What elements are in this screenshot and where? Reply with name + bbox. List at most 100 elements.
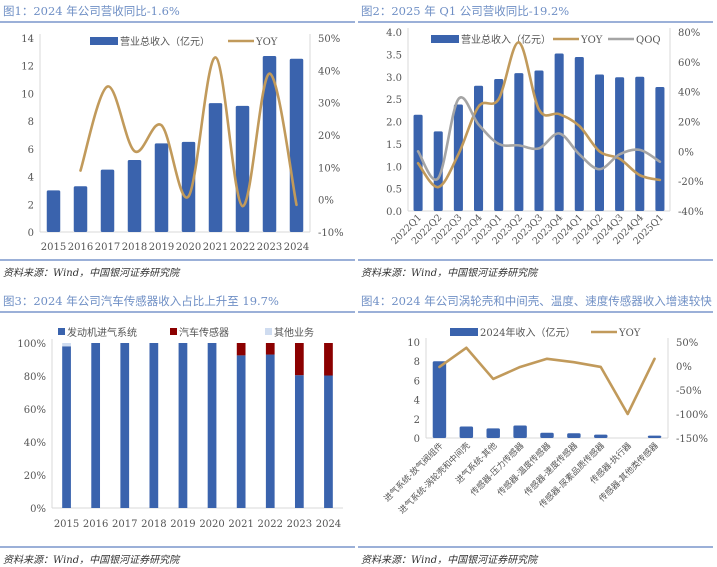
- legend-label: YOY: [618, 328, 641, 339]
- bar: [73, 186, 88, 232]
- chart-title: 图1：2024 年公司营收同比-1.6%: [3, 4, 180, 18]
- x-tick-label: 2022: [230, 242, 255, 253]
- x-tick-label: 2015: [54, 519, 79, 530]
- x-tick-label: 2023: [257, 242, 282, 253]
- y-tick-label: 12: [21, 62, 34, 73]
- bar-segment-1: [324, 375, 333, 508]
- bar-segment-1: [236, 355, 246, 508]
- y-tick-label: 80%: [24, 372, 46, 383]
- chart-panel-2: 图2：2025 年 Q1 公司营收同比-19.2% 0.0 0.5 1.0 1.5 2.…: [358, 0, 713, 280]
- source-note: 资料来源：Wind，中国银河证券研究院: [361, 268, 538, 279]
- y-tick-label: 6: [28, 145, 34, 156]
- y2-tick-label: 50%: [676, 338, 698, 349]
- x-tick-label: 2020: [199, 519, 224, 530]
- divider: [0, 311, 355, 313]
- bar: [534, 70, 544, 211]
- bar-segment-2: [324, 343, 333, 376]
- bar: [453, 104, 463, 211]
- y2-tick-label: 60%: [678, 58, 700, 69]
- bar-segment-1: [265, 354, 275, 508]
- y-tick-label: 3.5: [386, 50, 402, 61]
- bar: [615, 77, 625, 211]
- legend-swatch: [265, 328, 272, 335]
- y2-tick-label: -150%: [676, 434, 708, 445]
- y-tick-label: 14: [21, 34, 34, 45]
- bar: [459, 426, 474, 438]
- bar-segment-2: [265, 343, 275, 355]
- chart-title: 图2：2025 年 Q1 公司营收同比-19.2%: [361, 4, 570, 18]
- chart-panel-1: 图1：2024 年公司营收同比-1.6% 0 2 4 6 8 10 12 14 -10% 0% 10…: [0, 0, 355, 280]
- y2-tick-label: 50%: [318, 34, 340, 45]
- y-tick-label: 0.5: [386, 185, 402, 196]
- y2-tick-label: 20%: [318, 131, 340, 142]
- y2-tick-label: -40%: [678, 207, 704, 218]
- bar: [567, 433, 581, 438]
- y-tick-label: 20%: [24, 471, 46, 482]
- bar-segment-1: [149, 343, 159, 508]
- x-tick-label: 2024: [284, 242, 309, 253]
- divider: [0, 546, 355, 548]
- x-tick-label: 2015: [41, 242, 66, 253]
- bar-segment-1: [207, 343, 217, 508]
- y2-tick-label: -20%: [678, 177, 704, 188]
- bar: [181, 141, 196, 232]
- y-tick-label: 1.0: [386, 162, 402, 173]
- divider: [0, 259, 355, 261]
- y2-tick-label: 80%: [678, 28, 700, 39]
- x-tick-label: 2018: [141, 519, 166, 530]
- bar-segment-2: [236, 343, 246, 356]
- x-tick-label: 2018: [122, 242, 147, 253]
- chart-1: 0 2 4 6 8 10 12 14 -10% 0% 10% 20% 30% 40% 50% 2015 2016…: [21, 34, 344, 253]
- chart-panel-4: 图4：2024 年公司涡轮壳和中间壳、温度、速度传感器收入增速较快 0 2 4 6 8 1…: [358, 290, 713, 567]
- bar: [635, 76, 645, 211]
- y-tick-label: 2: [414, 415, 420, 426]
- source-note: 资料来源：Wind，中国银河证券研究院: [3, 555, 180, 566]
- x-tick-label: 2022: [258, 519, 283, 530]
- legend-label: 营业总收入（亿元）: [461, 33, 551, 46]
- chart-2: 0.0 0.5 1.0 1.5 2.0 2.5 3.0 3.5 4.0 -40% -20% 0% 20%…: [386, 28, 704, 247]
- bar: [655, 87, 665, 211]
- y-tick-label: 4: [28, 173, 34, 184]
- line-yoy: [79, 56, 298, 208]
- legend-swatch: [90, 37, 118, 45]
- bar-segment-1: [62, 346, 71, 508]
- bar-segment-1: [294, 375, 304, 508]
- line-yoy: [438, 346, 656, 416]
- divider: [358, 311, 713, 313]
- bar: [594, 74, 604, 211]
- legend-swatch: [170, 328, 177, 335]
- divider: [358, 21, 713, 23]
- x-tick-label: 2016: [68, 242, 93, 253]
- chart-3: 0% 20% 40% 60% 80% 100% 2015 2016 2017 2018 2019 20…: [17, 326, 343, 530]
- y2-tick-label: 40%: [678, 88, 700, 99]
- y2-tick-label: -100%: [676, 410, 708, 421]
- legend-label: YOY: [580, 35, 603, 46]
- bar-segment-1: [178, 343, 188, 508]
- x-tick-label: 2017: [112, 519, 137, 530]
- source-note: 资料来源：Wind，中国银河证券研究院: [3, 268, 180, 279]
- x-tick-label: 2021: [203, 242, 228, 253]
- y-tick-label: 100%: [17, 339, 46, 350]
- legend-swatch: [431, 35, 459, 43]
- chart-panel-3: 图3：2024 年公司汽车传感器收入占比上升至 19.7% 0% 20% 40% 60…: [0, 290, 355, 567]
- bar: [154, 143, 169, 232]
- y2-tick-label: 30%: [318, 99, 340, 110]
- bar: [46, 190, 61, 232]
- bar: [594, 434, 608, 438]
- y-tick-label: 4: [414, 396, 420, 407]
- y-tick-label: 2: [28, 200, 34, 211]
- y-tick-label: 1.5: [386, 140, 402, 151]
- y-tick-label: 2.5: [386, 95, 402, 106]
- legend-label: QOQ: [636, 35, 661, 46]
- chart-title: 图4：2024 年公司涡轮壳和中间壳、温度、速度传感器收入增速较快: [361, 294, 712, 308]
- bar: [474, 85, 484, 211]
- legend-label: YOY: [255, 37, 278, 48]
- bar: [235, 105, 250, 232]
- bar: [208, 103, 223, 232]
- legend-label: 2024年收入（亿元）: [480, 326, 575, 339]
- bar: [432, 361, 447, 438]
- chart-4: 0246810-150%-100%-50%0%50%进气系统-放气阀组件进气系统…: [382, 326, 708, 516]
- bar: [540, 432, 554, 438]
- bar: [647, 435, 662, 438]
- legend-swatch: [450, 328, 478, 336]
